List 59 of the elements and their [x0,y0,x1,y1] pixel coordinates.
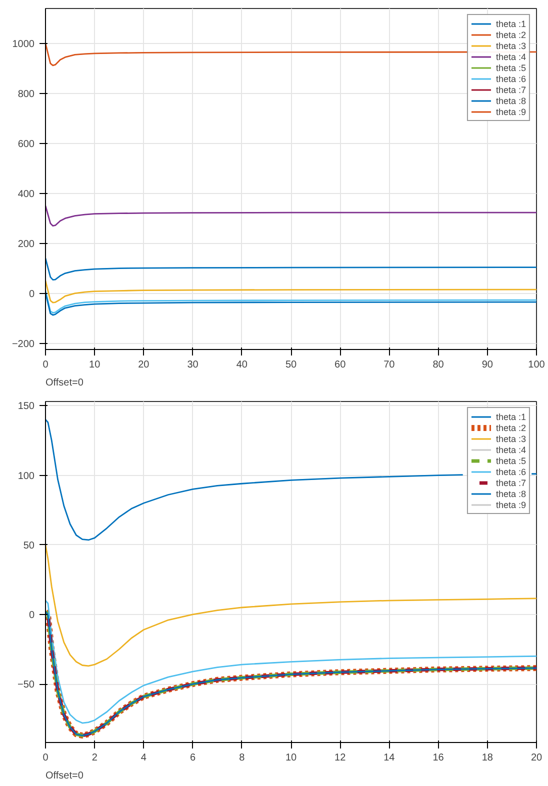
legend-label: theta :9 [496,499,526,510]
legend-label: theta :4 [496,51,526,62]
x-tick-label: 18 [482,752,494,764]
x-tick-label: 8 [239,752,246,764]
line-series [46,544,536,667]
y-tick-label: 50 [23,540,35,552]
y-tick-label: 400 [18,188,35,200]
legend-label: theta :4 [496,444,526,455]
y-tick-label: 100 [18,470,35,482]
legend-label: theta :2 [496,29,526,40]
y-tick-label: 0 [28,288,35,300]
legend-label: theta :8 [496,488,526,499]
text: Offset=0 [46,378,84,388]
x-tick-label: 90 [482,360,494,370]
x-tick-label: 40 [236,360,248,370]
text: Offset=0 [46,770,84,782]
x-tick-label: 10 [285,752,297,764]
legend-label: theta :8 [496,95,526,106]
legend-label: theta :3 [496,433,526,444]
x-tick-label: 100 [528,360,546,370]
x-tick-label: 0 [42,360,49,370]
x-tick-label: 30 [187,360,199,370]
x-tick-label: 80 [432,360,444,370]
y-tick-label: −200 [12,338,35,350]
x-tick-label: 10 [89,360,101,370]
line-series [46,205,536,227]
legend-label: theta :6 [496,73,526,84]
y-tick-label: 150 [18,401,35,412]
legend-label: theta :7 [496,84,526,95]
line-series [46,258,536,280]
y-tick-label: −50 [18,680,35,691]
line-series [46,600,536,724]
legend-label: theta :1 [496,411,526,422]
x-tick-label: 60 [334,360,346,370]
x-tick-label: 16 [432,752,444,764]
x-tick-label: 20 [138,360,150,370]
y-tick-label: 0 [28,610,35,621]
y-tick-label: 200 [18,238,35,250]
x-tick-label: 70 [384,360,396,370]
legend-label: theta :1 [496,18,526,29]
line-series [46,280,536,304]
y-tick-label: 600 [18,138,35,150]
legend-label: theta :5 [496,62,526,73]
x-tick-label: 14 [384,752,396,764]
legend-label: theta :7 [496,477,526,488]
x-tick-label: 50 [285,360,297,370]
legend-label: theta :2 [496,422,526,433]
legend-label: theta :9 [496,106,526,117]
y-tick-label: 800 [18,88,35,100]
legend-label: theta :5 [496,455,526,466]
x-tick-label: 6 [190,752,196,764]
x-tick-label: 0 [42,752,49,764]
x-tick-label: 4 [140,752,147,764]
x-tick-label: 2 [92,752,98,764]
y-tick-label: 1000 [12,38,35,50]
x-tick-label: 12 [334,752,346,764]
x-tick-label: 20 [530,752,542,764]
legend-label: theta :3 [496,40,526,51]
legend-label: theta :6 [496,466,526,477]
